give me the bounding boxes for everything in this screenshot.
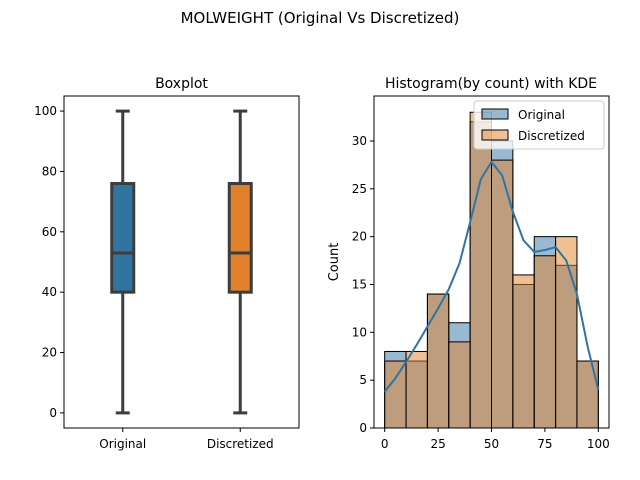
boxplot-marks (110, 109, 253, 415)
boxplot-y-tick-label: 100 (34, 104, 57, 118)
boxplot-axes-frame (63, 95, 300, 429)
histogram-bar (384, 360, 407, 429)
legend-swatch (481, 129, 509, 141)
boxplot-title: Boxplot (155, 76, 208, 92)
histogram-bar (512, 274, 535, 429)
histogram-x-tick-label: 0 (381, 437, 389, 451)
figure-title: MOLWEIGHT (Original Vs Discretized) (181, 9, 460, 27)
histogram-y-tick-label: 0 (359, 421, 367, 435)
boxplot-box (110, 182, 136, 294)
histogram-bar (555, 236, 578, 429)
histogram-x-tick-label: 100 (587, 437, 610, 451)
histogram-x-tick-label: 50 (484, 437, 499, 451)
histogram-bar (448, 341, 471, 429)
histogram-y-tick-label: 20 (352, 230, 367, 244)
histogram-bar (533, 255, 557, 429)
boxplot-panel: Boxplot 0 20 40 60 80 100 Original Discretized (34, 76, 300, 451)
histogram-y-tick-label: 15 (352, 277, 367, 291)
histogram-y-axis: 0 5 10 15 20 25 30 (352, 134, 374, 435)
kde-line (383, 160, 600, 393)
histogram-bar (405, 350, 428, 429)
legend-label: Original (518, 108, 565, 122)
boxplot-y-tick-label: 0 (49, 406, 57, 420)
histogram-y-label: Count (327, 243, 342, 282)
boxplot-y-tick-label: 80 (42, 164, 57, 178)
histogram-x-tick-label: 75 (537, 437, 552, 451)
histogram-x-tick-label: 25 (430, 437, 445, 451)
boxplot-x-tick-label: Original (99, 437, 146, 451)
boxplot-box (227, 182, 253, 294)
histogram-panel: Histogram(by count) with KDE 0 5 10 15 20 25 3… (327, 76, 610, 451)
boxplot-y-tick-label: 60 (42, 225, 57, 239)
histogram-x-axis: 0 25 50 75 100 (381, 428, 610, 451)
histogram-y-tick-label: 10 (352, 325, 367, 339)
legend-label: Discretized (518, 129, 585, 143)
boxplot-y-axis: 0 20 40 60 80 100 (34, 104, 64, 420)
histogram-y-tick-label: 30 (352, 134, 367, 148)
histogram-y-tick-label: 25 (352, 182, 367, 196)
histogram-bar (469, 111, 492, 429)
histogram-bar (576, 360, 599, 429)
histogram-bar (426, 293, 450, 429)
histogram-bars (384, 111, 599, 429)
histogram-legend: Original Discretized (473, 100, 605, 150)
histogram-y-tick-label: 5 (359, 373, 367, 387)
boxplot-x-tick-label: Discretized (207, 437, 274, 451)
histogram-title: Histogram(by count) with KDE (385, 76, 597, 92)
boxplot-y-tick-label: 20 (42, 346, 57, 360)
boxplot-x-axis: Original Discretized (99, 428, 274, 451)
legend-swatch (481, 108, 509, 120)
boxplot-y-tick-label: 40 (42, 285, 57, 299)
